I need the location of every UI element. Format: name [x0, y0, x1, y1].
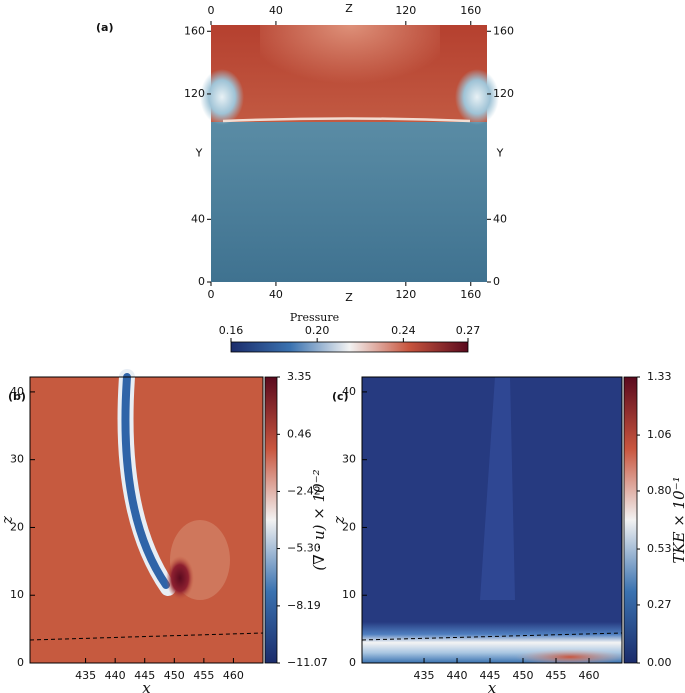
x-tick-label-top: 120 — [395, 4, 416, 17]
y-tick-label: 0 — [17, 656, 24, 669]
colorbar-tick-label: 0.27 — [647, 598, 672, 611]
colorbar-tick-label: −8.19 — [287, 599, 321, 612]
x-tick-label: 445 — [134, 669, 155, 682]
colorbar-label: Pressure — [290, 311, 339, 324]
x-tick-label: 455 — [546, 669, 567, 682]
x-tick-label: 0 — [208, 288, 215, 301]
y-tick-label: 160 — [184, 24, 205, 37]
plot-frame — [29, 376, 264, 664]
x-tick-label: 450 — [164, 669, 185, 682]
colorbar-tick-label: 0.16 — [219, 324, 244, 337]
colorbar-tick-label: −5.30 — [287, 542, 321, 555]
x-tick-label: 455 — [193, 669, 214, 682]
x-tick-label-top: 0 — [208, 4, 215, 17]
x-tick-label: 450 — [513, 669, 534, 682]
x-tick-label: 40 — [269, 288, 283, 301]
x-axis-label: x — [142, 679, 151, 693]
panel-a-field — [200, 25, 499, 282]
x-axis-label: Z — [345, 291, 353, 304]
y-tick-label: 10 — [10, 588, 24, 601]
y-axis-label: Y — [195, 147, 203, 160]
x-tick-label: 160 — [460, 288, 481, 301]
x-tick-label: 440 — [105, 669, 126, 682]
colorbar-tick-label: 1.06 — [647, 428, 672, 441]
colorbar — [623, 376, 638, 664]
x-tick-label: 120 — [395, 288, 416, 301]
colorbar-tick-label: −11.07 — [287, 656, 328, 669]
x-tick-label: 435 — [75, 669, 96, 682]
colorbar-label: TKE × 10⁻¹ — [670, 476, 685, 563]
colorbar-tick-label: −2.42 — [287, 484, 321, 497]
y-tick-label: 120 — [184, 87, 205, 100]
colorbar-tick-label: 0.53 — [647, 542, 672, 555]
y-tick-label: 40 — [191, 212, 205, 225]
y-tick-label: 30 — [342, 453, 356, 466]
y-tick-label: 20 — [342, 520, 356, 533]
y-tick-label-right: 160 — [493, 24, 514, 37]
colorbar-tick-label: 0.80 — [647, 484, 672, 497]
colorbar-tick-label: 0.20 — [305, 324, 330, 337]
x-axis-label-top: Z — [345, 2, 353, 15]
x-tick-label-top: 40 — [269, 4, 283, 17]
panel-b-field — [29, 369, 264, 663]
colorbar-tick-label: 0.24 — [391, 324, 416, 337]
colorbar-tick-label: 0.00 — [647, 656, 672, 669]
y-tick-label-right: 40 — [493, 212, 507, 225]
panel-label: (a) — [96, 21, 113, 34]
colorbar — [230, 341, 469, 353]
colorbar-label: (∇ · u) × 10⁻² — [310, 469, 328, 570]
colorbar-tick-label: 1.33 — [647, 370, 672, 383]
x-tick-label: 460 — [579, 669, 600, 682]
colorbar-tick-label: 0.27 — [456, 324, 481, 337]
y-tick-label: 0 — [349, 656, 356, 669]
plot-frame — [361, 376, 623, 664]
y-tick-label: 20 — [10, 520, 24, 533]
panel-c-field — [361, 377, 625, 665]
panel-label: (c) — [332, 390, 349, 403]
y-axis-label: z — [330, 516, 348, 525]
y-tick-label-right: 0 — [493, 275, 500, 288]
panel-label: (b) — [8, 390, 26, 403]
y-tick-label: 30 — [10, 453, 24, 466]
y-tick-label: 10 — [342, 588, 356, 601]
y-tick-label: 40 — [10, 385, 24, 398]
x-tick-label: 445 — [480, 669, 501, 682]
colorbar-tick-label: 3.35 — [287, 370, 312, 383]
y-axis-label-right: Y — [496, 147, 504, 160]
x-axis-label: x — [488, 679, 497, 693]
y-tick-label-right: 120 — [493, 87, 514, 100]
x-tick-label-top: 160 — [460, 4, 481, 17]
colorbar-tick-label: 0.46 — [287, 427, 312, 440]
x-tick-label: 440 — [447, 669, 468, 682]
y-tick-label: 40 — [342, 385, 356, 398]
x-tick-label: 460 — [223, 669, 244, 682]
x-tick-label: 435 — [414, 669, 435, 682]
y-axis-label: z — [0, 516, 16, 525]
y-tick-label: 0 — [198, 275, 205, 288]
colorbar — [264, 376, 278, 664]
